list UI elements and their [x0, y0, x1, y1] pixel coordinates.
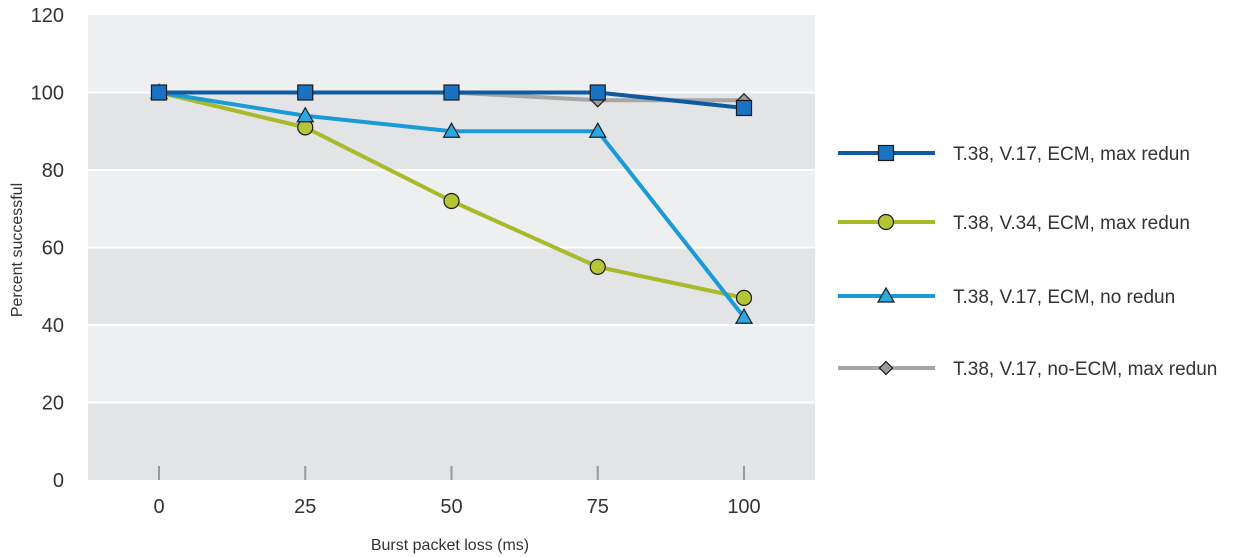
legend-item: T.38, V.17, no-ECM, max redun [838, 359, 1217, 380]
grid-band [88, 15, 815, 93]
data-point [735, 289, 753, 306]
data-point [589, 84, 606, 101]
legend-label: T.38, V.34, ECM, max redun [953, 213, 1190, 234]
series-layer [149, 83, 754, 324]
x-tick-label: 25 [294, 496, 316, 518]
data-point [297, 84, 314, 101]
x-axis-ticks [158, 466, 745, 480]
legend-label: T.38, V.17, no-ECM, max redun [953, 359, 1217, 380]
data-point [876, 286, 896, 303]
y-axis-title: Percent successful [9, 183, 26, 317]
y-tick-label: 20 [42, 393, 64, 415]
legend: T.38, V.17, ECM, max redun T.38, V.34, EC… [838, 144, 1217, 380]
series-markers-square [150, 84, 753, 117]
y-tick-label: 40 [42, 315, 64, 337]
x-axis-title: Burst packet loss (ms) [371, 537, 529, 554]
data-point [443, 192, 460, 210]
y-tick-label: 60 [42, 238, 64, 260]
data-point [442, 122, 461, 138]
y-tick-label: 80 [42, 160, 64, 182]
data-point [296, 106, 315, 123]
y-tick-label: 0 [53, 470, 64, 492]
data-point [443, 84, 460, 101]
data-point [589, 258, 606, 275]
data-point [588, 122, 607, 138]
data-point [878, 360, 894, 376]
legend-item: T.38, V.17, ECM, no redun [838, 286, 1175, 308]
y-tick-label: 100 [31, 83, 64, 105]
data-point [877, 144, 895, 162]
legend-item: T.38, V.17, ECM, max redun [838, 144, 1190, 165]
grid-band [88, 325, 815, 403]
x-tick-label: 50 [440, 496, 462, 518]
y-axis-labels: 0 20 40 60 80 100 120 [31, 5, 64, 492]
x-tick-label: 100 [727, 496, 760, 518]
grid-band [88, 247, 815, 325]
legend-label: T.38, V.17, ECM, no redun [953, 287, 1175, 308]
data-point [735, 99, 753, 117]
data-point [150, 84, 168, 101]
x-tick-label: 75 [587, 496, 609, 518]
legend-item: T.38, V.34, ECM, max redun [838, 213, 1190, 234]
y-tick-label: 120 [31, 5, 64, 27]
x-tick-label: 0 [153, 496, 164, 518]
x-axis-labels: 0 25 50 75 100 [153, 496, 760, 518]
legend-label: T.38, V.17, ECM, max redun [953, 144, 1190, 165]
data-point [734, 308, 754, 324]
data-point [877, 213, 895, 231]
